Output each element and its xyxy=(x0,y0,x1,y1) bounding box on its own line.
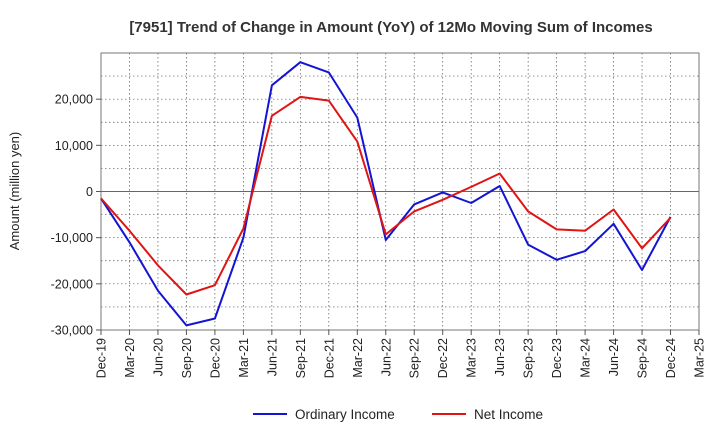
legend-label: Net Income xyxy=(474,407,543,422)
x-tick-label: Mar-20 xyxy=(123,338,137,378)
x-tick-label: Jun-23 xyxy=(493,338,507,376)
x-tick-label: Jun-22 xyxy=(379,338,393,376)
x-tick-label: Dec-19 xyxy=(95,338,109,378)
x-tick-label: Jun-20 xyxy=(151,338,165,376)
y-tick-label: 0 xyxy=(86,185,93,199)
x-tick-label: Mar-22 xyxy=(351,338,365,378)
y-tick-label: 10,000 xyxy=(55,139,93,153)
x-tick-label: Dec-23 xyxy=(550,338,564,378)
x-tick-label: Jun-24 xyxy=(607,338,621,376)
x-tick-label: Mar-21 xyxy=(237,338,251,378)
y-tick-label: -30,000 xyxy=(51,324,93,338)
series-lines xyxy=(100,61,672,327)
legend-label: Ordinary Income xyxy=(295,407,395,422)
x-tick-label: Sep-24 xyxy=(636,338,650,378)
x-tick-label: Mar-23 xyxy=(465,338,479,378)
x-tick-label: Sep-21 xyxy=(294,338,308,378)
x-tick-label: Dec-24 xyxy=(664,338,678,378)
series-line-ordinary-income xyxy=(100,61,672,327)
x-tick-label: Mar-25 xyxy=(693,338,707,378)
x-tick-label: Dec-20 xyxy=(208,338,222,378)
x-tick-label: Sep-22 xyxy=(408,338,422,378)
x-tick-label: Jun-21 xyxy=(265,338,279,376)
x-tick-label: Sep-23 xyxy=(522,338,536,378)
y-tick-label: -10,000 xyxy=(51,231,93,245)
y-axis-ticks: 20,000 10,000 0 -10,000 -20,000 -30,000 xyxy=(51,93,101,338)
legend: Ordinary Income Net Income xyxy=(253,407,543,422)
x-tick-label: Dec-22 xyxy=(436,338,450,378)
y-tick-label: -20,000 xyxy=(51,277,93,291)
chart-title: [7951] Trend of Change in Amount (YoY) o… xyxy=(129,19,652,36)
x-tick-label: Mar-24 xyxy=(579,338,593,378)
series-line-net-income xyxy=(100,95,672,296)
y-axis-label: Amount (million yen) xyxy=(7,132,22,251)
x-tick-label: Dec-21 xyxy=(322,338,336,378)
x-axis-ticks: Dec-19 Mar-20 Jun-20 Sep-20 Dec-20 Mar-21 Jun-… xyxy=(95,330,707,378)
x-tick-label: Sep-20 xyxy=(180,338,194,378)
grid xyxy=(101,53,699,330)
y-tick-label: 20,000 xyxy=(55,93,93,107)
